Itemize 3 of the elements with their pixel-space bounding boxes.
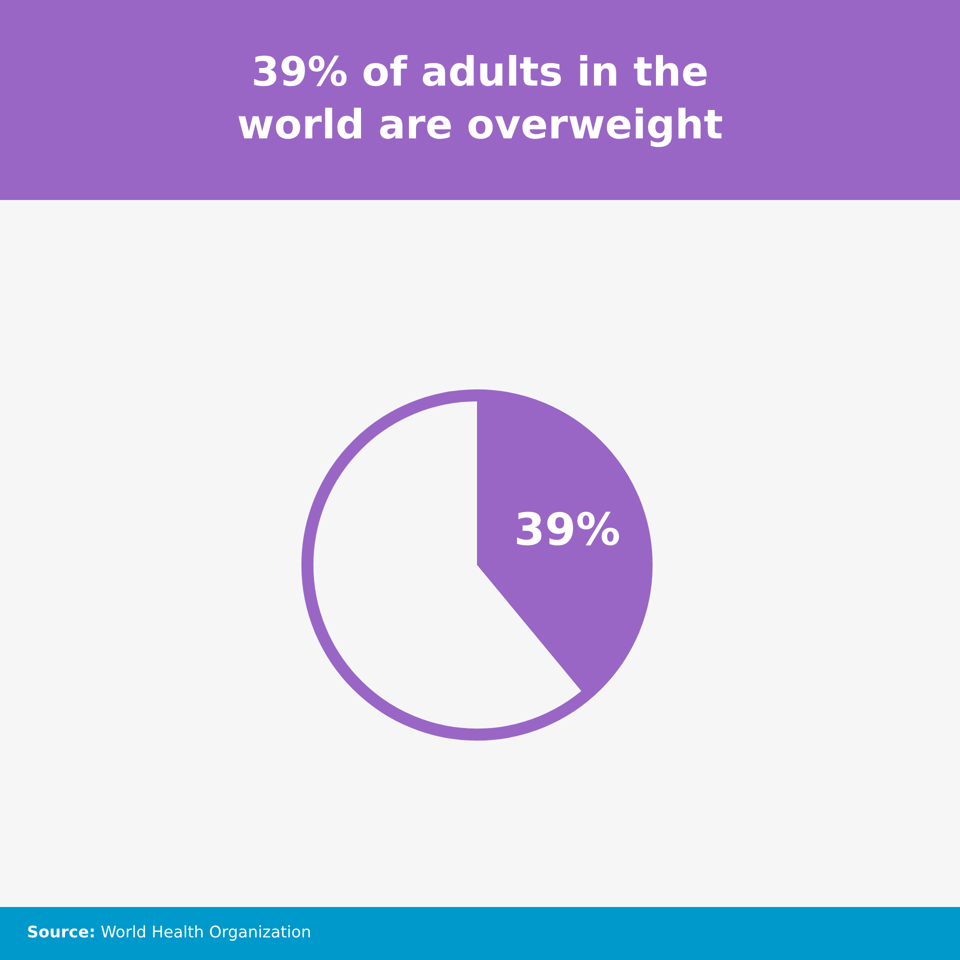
- source-note: Source: World Health Organization: [28, 925, 310, 941]
- data-label: 39%: [517, 512, 620, 546]
- chart-title: 39% of adults in the world are overweight: [238, 54, 722, 148]
